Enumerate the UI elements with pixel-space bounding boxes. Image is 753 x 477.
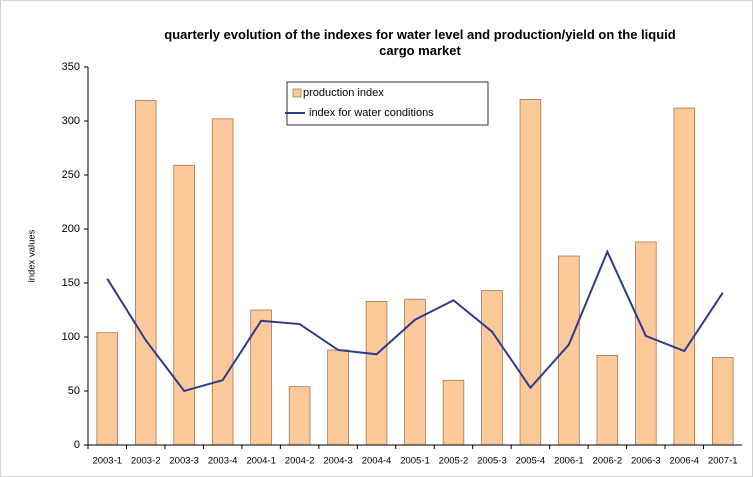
x-tick-label: 2003-2: [131, 456, 161, 467]
y-tick-label: 300: [62, 115, 80, 127]
y-tick-label: 250: [62, 169, 80, 181]
bar: [134, 100, 157, 446]
y-tick-label: 350: [62, 61, 80, 73]
x-tick-label: 2006-3: [631, 456, 661, 467]
bar: [173, 164, 195, 446]
x-tick-label: 2005-3: [477, 456, 507, 467]
bar: [673, 107, 696, 446]
y-tick-label: 0: [74, 439, 80, 451]
x-tick-label: 2004-4: [362, 456, 392, 467]
x-tick-label: 2005-4: [516, 456, 546, 467]
legend-swatch: [292, 88, 302, 98]
bar: [519, 99, 542, 446]
bar: [442, 379, 465, 446]
y-tick-label: 150: [62, 277, 80, 289]
line: [106, 249, 724, 393]
y-tick-label: 200: [62, 223, 80, 235]
y-tick-label: 100: [62, 331, 80, 343]
bar: [558, 255, 580, 446]
bar: [596, 355, 619, 446]
x-tick-label: 2005-2: [439, 456, 469, 467]
x-tick-label: 2003-4: [208, 456, 238, 467]
x-tick-label: 2006-4: [669, 456, 699, 467]
x-tick-label: 2006-1: [554, 456, 584, 467]
x-tick-label: 2004-2: [285, 456, 315, 467]
legend-box: [286, 81, 489, 126]
x-tick-label: 2007-1: [708, 456, 738, 467]
legend-label: index for water conditions: [309, 107, 434, 119]
x-tick-label: 2003-1: [92, 456, 122, 467]
bar: [96, 332, 118, 446]
bar: [635, 241, 657, 446]
x-tick-label: 2004-3: [323, 456, 353, 467]
x-tick-label: 2006-2: [593, 456, 623, 467]
bar: [327, 349, 349, 446]
bar: [288, 386, 311, 446]
chart-title: quarterly evolution of the indexes for w…: [164, 27, 676, 58]
bar: [481, 290, 503, 446]
y-axis-label: index values: [27, 229, 38, 282]
x-tick-label: 2004-1: [246, 456, 276, 467]
legend-label: production index: [303, 87, 384, 99]
bar: [365, 301, 388, 446]
bar: [712, 357, 734, 446]
y-tick-label: 50: [68, 385, 80, 397]
bar: [211, 118, 234, 446]
bar: [404, 298, 426, 446]
x-tick-label: 2005-1: [400, 456, 430, 467]
x-tick-label: 2003-3: [169, 456, 199, 467]
